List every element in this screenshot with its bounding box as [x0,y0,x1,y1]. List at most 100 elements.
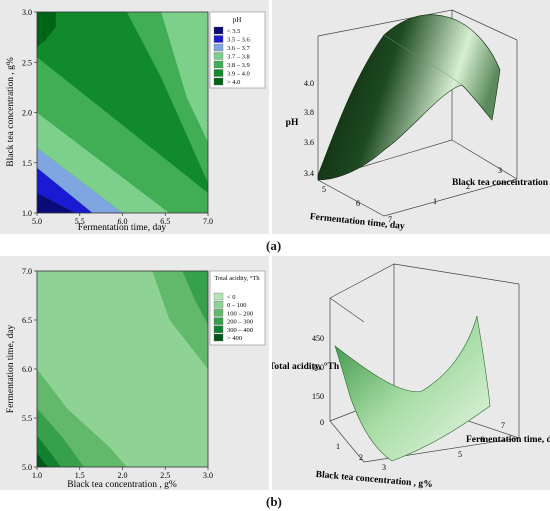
legend-title: Total acidity, °Th [214,275,260,282]
caption-b: (b) [266,494,282,509]
x-axis-label: Black tea concentration , g% [315,470,433,490]
legend-label: < 0 [227,294,236,301]
legend-swatch [213,43,224,52]
y-tick-label: 5.5 [22,414,32,423]
x-tick-label: 6.0 [118,217,128,226]
x-tick-label: 5 [322,185,326,194]
x-tick-label: 7.0 [203,217,213,226]
x-tick-label: 6.5 [160,217,170,226]
legend-label: 0 – 100 [227,302,247,309]
x-tick-label: 3.0 [203,471,213,480]
legend-swatch [213,77,224,86]
contour-region [126,12,208,183]
legend-swatch [213,292,224,301]
contour-region [37,435,61,467]
y-tick-label: 6.0 [22,365,32,374]
z-tick-label: 300 [312,363,324,372]
x-tick-label: 6 [356,199,360,208]
contour-region [37,12,56,48]
y-tick-label: 5 [458,450,462,459]
legend-swatch [213,301,224,309]
contour-plot-ph: 5.0 5.5 6.0 6.5 7.0 1.0 1.5 2.0 2.5 3.0 Fermenta… [6,8,266,233]
legend-label: 300 – 400 [227,327,253,334]
contour-region [182,271,208,325]
y-tick-label: 1 [433,197,437,206]
x-tick-label: 5.5 [75,217,85,226]
legend-label: 3.6 – 3.7 [227,45,251,52]
legend-swatch [213,309,224,317]
contour-panel-ph: 5.0 5.5 6.0 6.5 7.0 1.0 1.5 2.0 2.5 3.0 Fermenta… [0,0,269,234]
x-tick-label: 2.0 [118,471,128,480]
response-surface [317,14,501,181]
contour-region [161,12,208,143]
y-tick-label: 7 [501,421,505,430]
legend-swatch [213,333,224,342]
legend-label: 3.8 – 3.9 [227,62,250,69]
x-tick-label: 3 [382,463,386,472]
x-tick-label: 2.5 [160,471,170,480]
z-tick-label: 3.8 [304,108,314,117]
y-axis-label: Fermentation time, day [6,325,16,414]
x-tick-label: 5.0 [32,217,42,226]
z-tick-label: 4.0 [304,79,314,88]
legend-swatch [213,60,224,69]
x-tick-label: 1.0 [32,471,42,480]
z-tick-label: 3.4 [304,169,314,178]
legend-label: 3.9 – 4.0 [227,71,250,78]
y-tick-label: 1.0 [22,209,32,218]
legend-title: pH [233,16,242,24]
y-axis-label: Black tea concentration , g% [6,57,16,167]
x-tick-label: 7 [388,215,392,224]
y-tick-label: 6.5 [22,316,32,325]
legend-label: 100 – 200 [227,310,253,317]
legend-swatch [213,317,224,325]
contour-region [37,57,208,214]
y-tick-label: 2.0 [22,109,32,118]
y-axis-label: Fermentation time, day [466,435,550,445]
legend-swatch [213,52,224,60]
contour-panel-acidity: 1.0 1.5 2.0 2.5 3.0 5.0 5.5 6.0 6.5 7.0 Black te… [0,256,269,490]
y-tick-label: 5.0 [22,463,32,472]
z-tick-label: 0 [320,418,324,427]
legend-label: < 3.5 [227,28,240,35]
contour-region [37,167,93,213]
legend-swatch [213,26,224,35]
y-tick-label: 2 [466,182,470,191]
z-tick-label: 150 [312,392,324,401]
legend-swatch [213,35,224,43]
contour-region [37,271,208,467]
legend-label: > 400 [227,335,242,342]
x-tick-label: 1 [336,442,340,451]
surface-panel-acidity: 0 150 300 450 1 2 3 5 6 7 Total acidity, °Th Bl… [269,256,550,490]
y-tick-label: 7.0 [22,267,32,276]
x-tick-label: 2 [359,453,363,462]
x-tick-label: 1.5 [75,471,85,480]
z-axis-label: Total acidity, °Th [272,361,340,372]
y-tick-label: 1.5 [22,159,32,168]
surface-edge [383,34,463,86]
caption-a: (a) [266,238,282,253]
legend: pH < 3.5 3.5 – 3.63.6 – 3.7 3.7 – 3.83.8 –… [209,11,266,89]
legend-swatch [213,325,224,333]
z-tick-label: 450 [312,334,324,343]
y-tick-label: 2.5 [22,58,32,67]
legend-label: > 4.0 [227,79,240,86]
surface-plot-ph: 3.43.63.84.0 567 123 pH Fermentation tim… [286,9,550,232]
y-tick-label: 6 [480,435,484,444]
legend-label: 200 – 300 [227,319,253,326]
z-tick-label: 3.6 [304,138,314,147]
z-axis-label: pH [286,118,299,128]
response-surface [334,315,491,462]
surface-plot-acidity: 0 150 300 450 1 2 3 5 6 7 Total acidity, °Th Bl… [269,263,550,490]
legend-label: 3.5 – 3.6 [227,37,251,44]
y-tick-label: 3.0 [22,8,32,17]
contour-region [37,453,49,467]
y-tick-label: 3 [498,166,502,175]
y-axis-label: Black tea concentration , g% [452,178,550,188]
x-axis-label: Black tea concentration , g% [67,480,177,490]
contour-plot-acidity: 1.0 1.5 2.0 2.5 3.0 5.0 5.5 6.0 6.5 7.0 Black te… [6,267,266,490]
x-axis-label: Fermentation time, day [78,223,167,233]
legend-swatch [213,69,224,77]
